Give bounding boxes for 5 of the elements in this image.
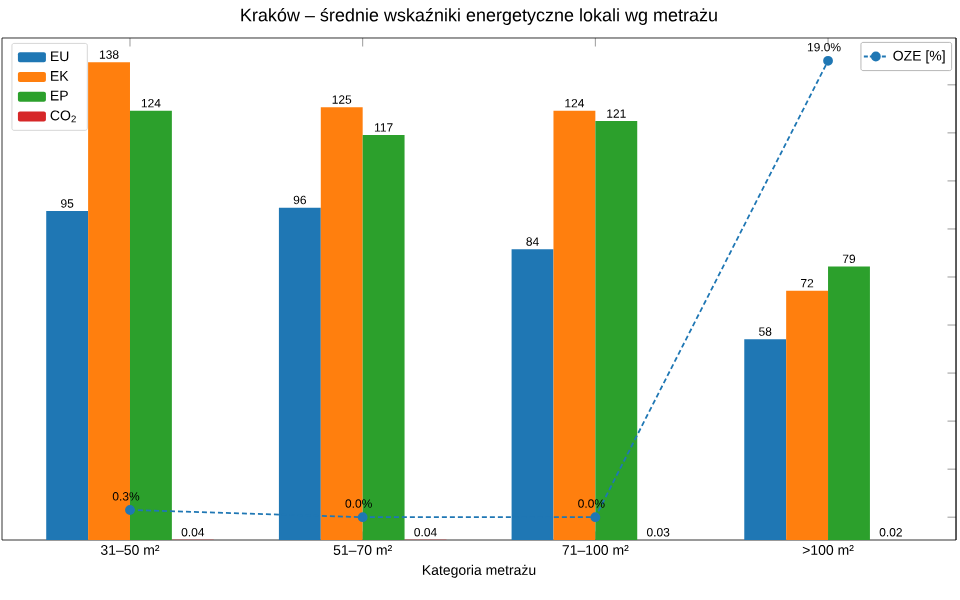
bar <box>46 211 89 540</box>
bar <box>744 339 787 540</box>
bar <box>828 266 870 540</box>
chart-title: Kraków – średnie wskaźniki energetyczne lokali wg metrażu <box>241 7 717 25</box>
bar <box>786 290 829 540</box>
